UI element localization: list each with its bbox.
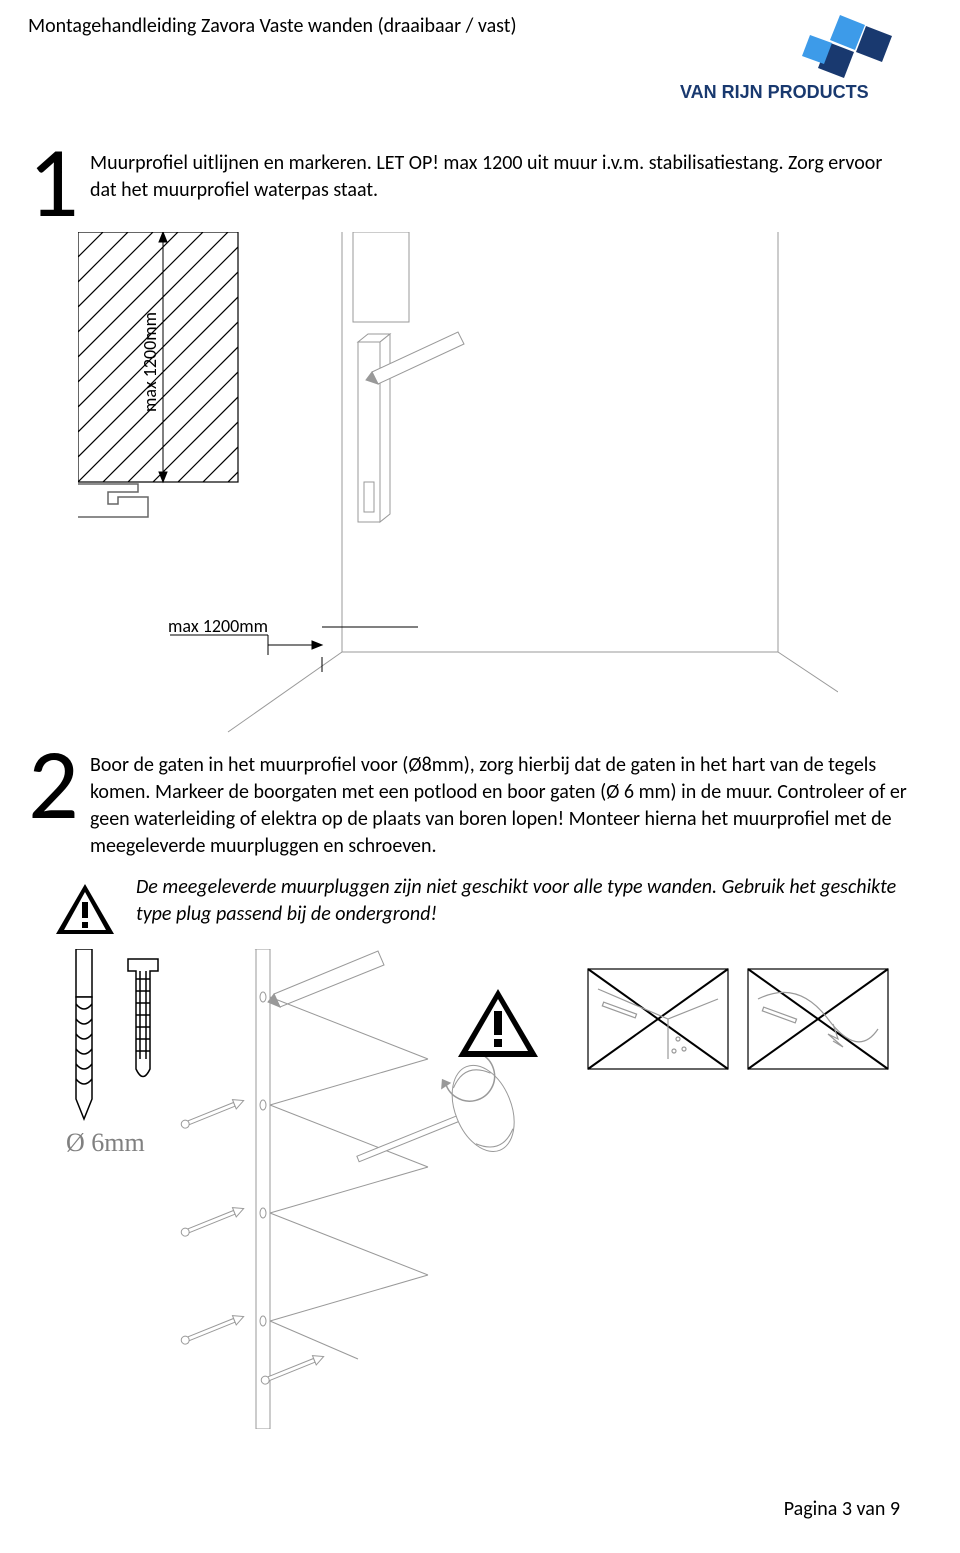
page-number: Pagina 3 van 9 [784, 1497, 900, 1521]
step-1: 1 Muurprofiel uitlijnen en markeren. LET… [28, 150, 910, 222]
step-2: 2 Boor de gaten in het muurprofiel voor … [28, 752, 910, 860]
warning-icon [54, 882, 116, 943]
step-2-number: 2 [28, 744, 82, 824]
step-1-number: 1 [28, 142, 82, 222]
diameter-label: Ø 6mm [66, 1128, 145, 1157]
document-title: Montagehandleiding Zavora Vaste wanden (… [28, 10, 517, 38]
figure-step-1: max 1200mm [78, 232, 910, 742]
logo-text: VAN RIJN PRODUCTS [680, 82, 869, 102]
warning-text: De meegeleverde muurpluggen zijn niet ge… [136, 874, 910, 928]
page-header: Montagehandleiding Zavora Vaste wanden (… [28, 10, 910, 110]
dim-vertical-label: max 1200mm [139, 312, 161, 412]
step-2-text: Boor de gaten in het muurprofiel voor (Ø… [90, 752, 910, 860]
dim-horizontal-label: max 1200mm [168, 615, 268, 637]
page-footer: Pagina 3 van 9 [784, 1497, 900, 1521]
brand-logo: VAN RIJN PRODUCTS [680, 10, 910, 110]
step-1-text: Muurprofiel uitlijnen en markeren. LET O… [90, 150, 910, 204]
warning-block: De meegeleverde muurpluggen zijn niet ge… [54, 874, 910, 943]
figure-step-2: Ø 6mm [58, 949, 910, 1429]
